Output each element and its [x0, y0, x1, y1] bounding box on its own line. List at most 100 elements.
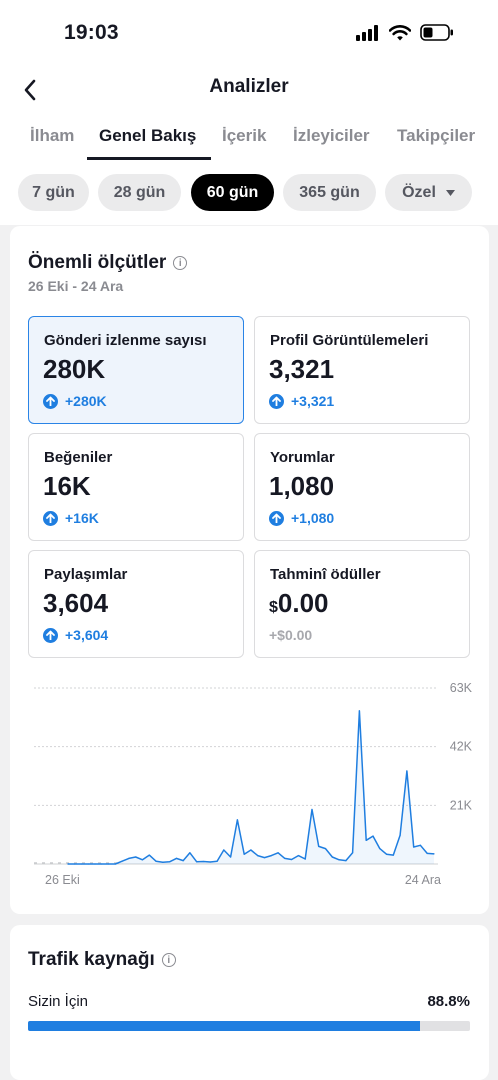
metric-delta: +$0.00 [269, 627, 312, 643]
chart-point [413, 846, 415, 848]
period-7-days-button[interactable]: 7 gün [18, 174, 89, 211]
chart-point [426, 852, 428, 854]
chart-point [169, 861, 171, 863]
chart-point [250, 849, 252, 851]
tab-followers[interactable]: Takipçiler [397, 126, 476, 145]
tab-bar: İlham Genel Bakış İçerik İzleyiciler Tak… [0, 116, 498, 162]
chart-point [230, 856, 232, 858]
tab-viewers[interactable]: İzleyiciler [293, 126, 370, 145]
metric-post-views[interactable]: Gönderi izlenme sayısı 280K +280K [28, 316, 244, 424]
info-icon[interactable]: i [173, 256, 188, 270]
metric-value: 1,080 [269, 471, 335, 501]
chart-point [270, 855, 272, 857]
arrow-up-icon [43, 510, 58, 526]
info-icon[interactable]: i [161, 953, 176, 967]
x-tick-label: 24 Ara [405, 873, 441, 887]
top-nav: Analizler [0, 66, 498, 116]
chart-point [352, 852, 354, 854]
traffic-row-label: Sizin İçin [28, 993, 89, 1010]
status-icons [356, 24, 454, 41]
key-metrics-heading: Önemli ölçütler i [28, 252, 188, 274]
chart-point [304, 858, 306, 860]
chart-point [345, 860, 347, 862]
metric-delta: +280K [43, 393, 107, 409]
chart-point [216, 860, 218, 862]
y-tick-label: 63K [450, 681, 473, 695]
chart-point [379, 848, 381, 850]
chart-point [257, 855, 259, 857]
chart-point [358, 710, 360, 712]
chart-point [101, 863, 103, 865]
wifi-icon [389, 24, 411, 40]
chart-point [406, 770, 408, 772]
chart-point [94, 863, 96, 865]
chart-point [338, 859, 340, 861]
metric-label: Tahminî ödüller [270, 566, 381, 583]
y-tick-label: 21K [450, 798, 473, 812]
tab-content[interactable]: İçerik [222, 126, 267, 145]
chevron-left-icon [24, 79, 36, 101]
metric-likes[interactable]: Beğeniler 16K +16K [28, 433, 244, 541]
chart-point [80, 863, 83, 865]
page-title: Analizler [209, 76, 289, 97]
x-tick-label: 26 Eki [45, 873, 80, 887]
chart-point [365, 839, 367, 841]
date-range: 26 Eki - 24 Ara [28, 278, 124, 294]
metric-label: Yorumlar [270, 449, 335, 466]
post-views-chart: 21K 42K 63K 26 Eki 24 Ara [28, 676, 478, 896]
traffic-row-percent: 88.8% [427, 993, 470, 1010]
chart-point [399, 834, 401, 836]
tab-inspiration[interactable]: İlham [30, 126, 75, 145]
currency-symbol: $ [269, 599, 278, 616]
metric-profile-views[interactable]: Profil Görüntülemeleri 3,321 +3,321 [254, 316, 470, 424]
status-time: 19:03 [64, 21, 119, 44]
chart-point [148, 854, 150, 856]
chart-point [433, 853, 435, 855]
chart-point [372, 835, 374, 837]
chart-point [182, 860, 184, 862]
arrow-up-icon [43, 627, 58, 643]
chart-point [141, 859, 144, 861]
metric-value: 3,604 [43, 588, 109, 618]
chart-point [162, 861, 164, 863]
chart-point [209, 861, 211, 863]
chart-point [392, 854, 394, 856]
chart-area [67, 710, 435, 864]
metric-delta-value: +16K [65, 510, 99, 526]
metric-value: 280K [43, 354, 106, 384]
chart-point [108, 863, 110, 865]
chart-point [74, 863, 76, 865]
period-custom-label: Özel [402, 183, 436, 201]
chart-point [202, 860, 205, 863]
metric-label: Profil Görüntülemeleri [270, 332, 429, 349]
chart-point [87, 863, 89, 865]
chart-point [243, 853, 245, 855]
metric-estimated-rewards[interactable]: Tahminî ödüller $0.00 +$0.00 [254, 550, 470, 658]
chart-point [196, 861, 198, 863]
metric-delta: +3,604 [43, 627, 108, 643]
traffic-row-for-you: Sizin İçin 88.8% [28, 993, 470, 1010]
metric-delta-value: +280K [65, 393, 107, 409]
metric-value: $0.00 [269, 588, 329, 619]
period-365-days-button[interactable]: 365 gün [283, 174, 376, 211]
metric-delta-value: +1,080 [291, 510, 335, 526]
tab-overview[interactable]: Genel Bakış [99, 126, 197, 145]
chart-svg: 21K 42K 63K 26 Eki 24 Ara [34, 681, 473, 887]
period-28-days-button[interactable]: 28 gün [98, 174, 181, 211]
chart-point [223, 849, 225, 851]
chart-point [385, 853, 388, 855]
metric-delta-value: +3,321 [291, 393, 335, 409]
battery-icon [420, 24, 453, 41]
back-button[interactable] [14, 74, 46, 106]
arrow-up-icon [269, 393, 284, 409]
traffic-source-heading: Trafik kaynağı i [28, 949, 176, 971]
metric-shares[interactable]: Paylaşımlar 3,604 +3,604 [28, 550, 244, 658]
chart-point [311, 808, 313, 811]
metric-delta: +16K [43, 510, 99, 526]
metric-comments[interactable]: Yorumlar 1,080 +1,080 [254, 433, 470, 541]
chart-point [114, 863, 116, 865]
key-metrics-card: Önemli ölçütler i 26 Eki - 24 Ara Gönder… [10, 226, 489, 914]
period-custom-dropdown[interactable]: Özel [385, 174, 472, 211]
period-60-days-button[interactable]: 60 gün [191, 174, 274, 211]
metric-value: 3,321 [269, 354, 335, 384]
